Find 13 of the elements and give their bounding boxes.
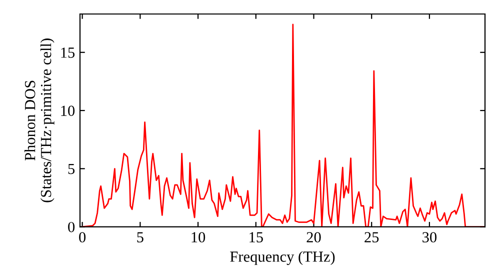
x-axis-title: Frequency (THz)	[230, 251, 335, 265]
x-tick-label: 10	[192, 232, 206, 242]
y-tick-label: 5	[68, 164, 75, 174]
x-tick-label: 30	[422, 232, 437, 242]
x-tick-label: 0	[79, 232, 86, 242]
y-tick-label: 15	[61, 48, 75, 58]
x-tick-label: 15	[250, 232, 263, 242]
y-tick-label: 10	[61, 106, 75, 116]
y-tick-label: 0	[68, 222, 75, 232]
x-tick-label: 5	[137, 232, 144, 242]
y-axis-title: Phonon DOS (States/THz·primitive cell)	[24, 38, 54, 202]
x-tick-label: 20	[306, 232, 321, 242]
x-tick-label: 25	[364, 232, 379, 242]
